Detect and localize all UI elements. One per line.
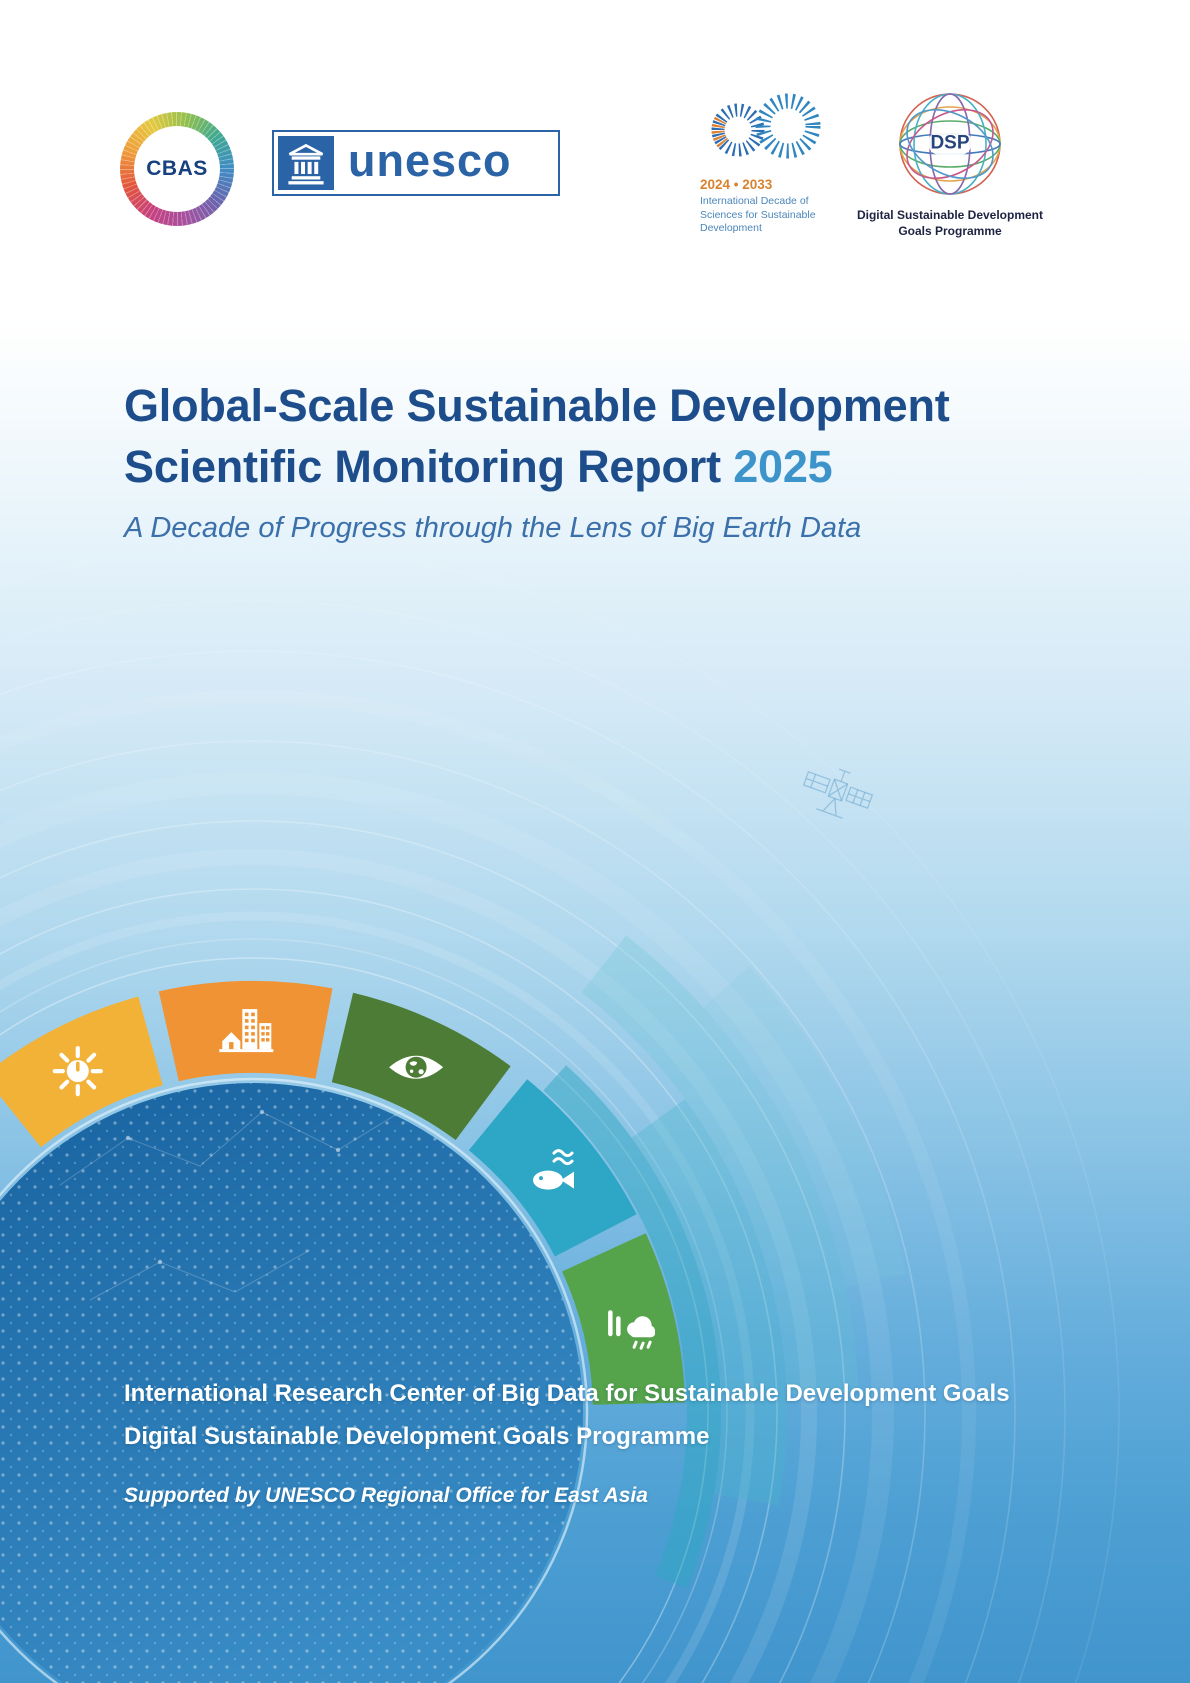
satellite-icon [802, 768, 874, 819]
decor-arc [581, 935, 859, 1395]
concentric-rings [0, 546, 1120, 1683]
footer-supported-by: Supported by UNESCO Regional Office for … [124, 1484, 648, 1508]
footer-line-2: Digital Sustainable Development Goals Pr… [124, 1423, 710, 1451]
fish-icon [533, 1149, 574, 1190]
dsp-caption-line-2: Goals Programme [898, 223, 1002, 238]
idssd-logo: 2024 • 2033 International Decade of Scie… [700, 92, 850, 236]
dsp-caption-line-1: Digital Sustainable Development [856, 208, 1044, 222]
decor-arc [703, 966, 907, 1287]
rain-cloud-icon [608, 1310, 656, 1350]
unesco-logo-text: unesco [348, 135, 512, 186]
report-title: Global-Scale Sustainable Development Sci… [124, 376, 1104, 498]
unesco-temple-icon [278, 136, 334, 190]
title-year: 2025 [733, 440, 833, 492]
decor-arc [631, 1099, 788, 1506]
cbas-swirl-icon [120, 112, 234, 226]
dsp-logo: DSP Digital Sustainable Development Goal… [850, 86, 1050, 239]
cbas-logo: CBAS [120, 112, 234, 226]
buildings-icon [219, 1009, 274, 1053]
idssd-caption-line-2: Sciences for Sustainable [700, 208, 816, 221]
idssd-caption-line-3: Development [700, 222, 762, 235]
decor-arc [543, 1065, 721, 1589]
sun-icon [52, 1045, 103, 1097]
footer-block: International Research Center of Big Dat… [124, 1372, 1114, 1508]
title-line-2: Scientific Monitoring Report [124, 440, 721, 492]
report-subtitle: A Decade of Progress through the Lens of… [124, 511, 862, 544]
idssd-caption-line-1: International Decade of [700, 195, 809, 207]
unesco-logo: unesco [272, 130, 560, 196]
dsp-logo-text: DSP [930, 133, 969, 154]
title-block: Global-Scale Sustainable Development Sci… [124, 376, 1104, 545]
sdg-segment-rain-cloud [562, 1233, 685, 1405]
sdg-ring [0, 981, 685, 1405]
constellation-lines [59, 1105, 411, 1301]
eye-globe-icon [389, 1055, 444, 1079]
teal-arc-bands [543, 935, 907, 1589]
sdg-segment-fish [468, 1079, 637, 1257]
cbas-logo-text: CBAS [146, 157, 208, 180]
idssd-rosettes-icon [711, 93, 821, 159]
dsp-globe-icon: DSP [899, 93, 1001, 195]
footer-line-1: International Research Center of Big Dat… [124, 1380, 1010, 1407]
globe-dot-texture [0, 1083, 583, 1683]
dsp-caption: Digital Sustainable Development Goals Pr… [850, 208, 1050, 239]
title-line-1: Global-Scale Sustainable Development [124, 380, 950, 431]
idssd-caption: International Decade of Sciences for Sus… [700, 195, 850, 236]
idssd-years: 2024 • 2033 [700, 177, 773, 192]
